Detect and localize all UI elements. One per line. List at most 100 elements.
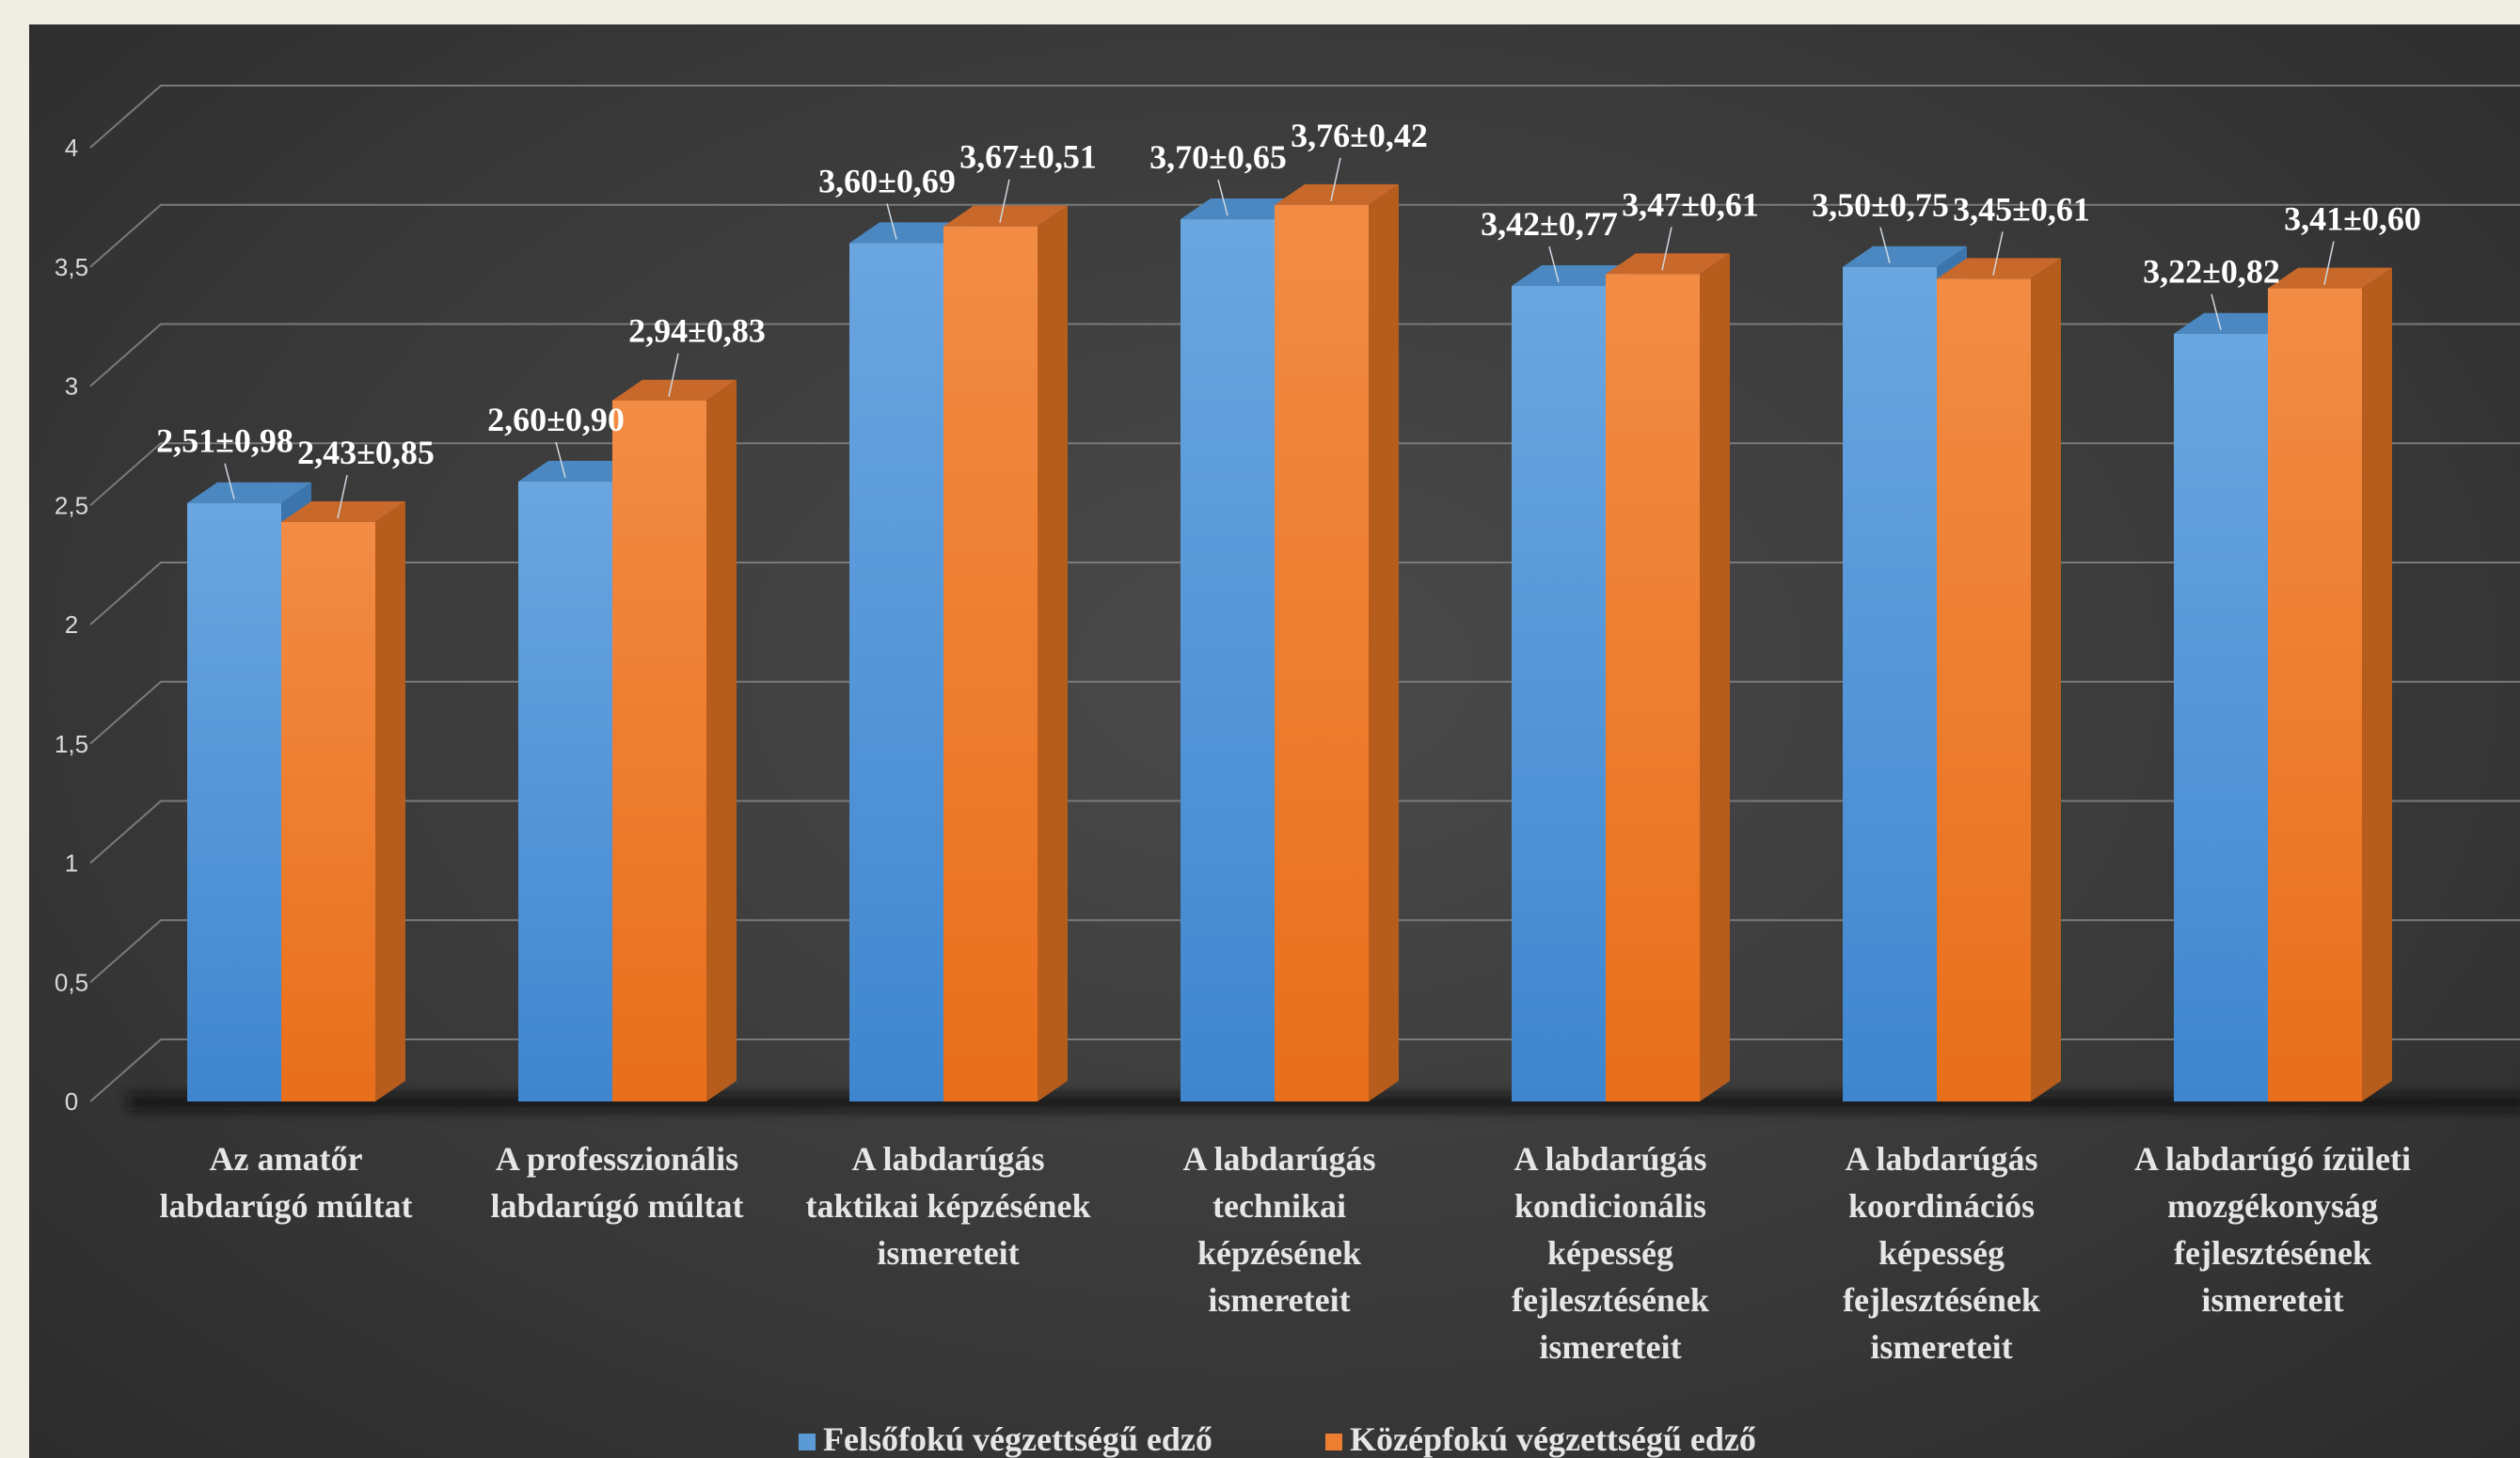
data-label: 2,94±0,83	[628, 312, 766, 350]
data-label: 3,70±0,65	[1149, 138, 1287, 176]
gridline	[89, 203, 2520, 268]
category-label: A professzionális labdarúgó múltat	[490, 1140, 743, 1225]
bar-top	[1843, 246, 1967, 267]
bar-kozepfoku-2	[612, 379, 737, 1102]
bar-side	[2362, 267, 2392, 1101]
bar-front	[849, 243, 943, 1101]
category-label: A labdarúgás kondicionális képesség fejlesz…	[1512, 1140, 1709, 1366]
gridline	[89, 1038, 2520, 1102]
bar-kozepfoku-1	[281, 500, 405, 1101]
bar-side	[2031, 258, 2061, 1101]
bar-side	[1369, 183, 1399, 1102]
gridline	[89, 442, 2520, 507]
data-label: 3,50±0,75	[1812, 186, 1949, 224]
y-tick-label: 3,5	[55, 253, 88, 281]
chart-panel: 0 0,5 1 1,5 2 2,5 3 3,5 4 2,51±0,98 2,43±0,85 2,60…	[29, 24, 2520, 1458]
data-label-leader	[337, 474, 348, 519]
bar-front	[1512, 286, 1606, 1101]
bar-front	[1606, 274, 1700, 1102]
data-label-leader	[2211, 293, 2222, 330]
data-label-leader	[1548, 246, 1560, 283]
y-tick-label: 1,5	[55, 730, 88, 758]
data-label-leader	[1330, 157, 1341, 201]
data-label: 2,51±0,98	[156, 422, 293, 460]
bar-front	[2268, 288, 2362, 1101]
y-tick-label: 0,5	[55, 968, 88, 996]
gridline	[89, 323, 2520, 388]
bar-top	[943, 205, 1068, 227]
bar-kozepfoku-4	[1275, 183, 1399, 1102]
bar-kozepfoku-7	[2268, 267, 2392, 1101]
data-label-leader	[1661, 227, 1672, 271]
bar-top	[1181, 198, 1305, 220]
bar-front	[518, 481, 612, 1101]
bar-kozepfoku-5	[1606, 253, 1730, 1102]
data-label: 3,42±0,77	[1481, 205, 1618, 243]
data-label: 3,41±0,60	[2284, 200, 2421, 238]
bar-top	[1512, 265, 1636, 287]
data-label-leader	[2323, 241, 2335, 285]
bar-top	[1937, 258, 2061, 279]
bar-kozepfoku-6	[1937, 258, 2061, 1101]
legend: Felsőfokú végzettségű edző Középfokú végz…	[799, 1420, 1756, 1458]
data-label: 3,60±0,69	[818, 162, 956, 199]
bar-front	[2174, 333, 2268, 1102]
gridline	[89, 562, 2520, 626]
legend-label: Felsőfokú végzettségű edző	[823, 1420, 1212, 1458]
data-label: 3,76±0,42	[1291, 117, 1428, 154]
bar-top	[1606, 253, 1730, 275]
legend-swatch	[799, 1434, 816, 1450]
bar-kozepfoku-3	[943, 205, 1068, 1101]
y-tick-label: 3	[65, 372, 78, 401]
data-label: 3,47±0,61	[1622, 185, 1759, 223]
bar-top	[2174, 312, 2298, 334]
data-label: 2,60±0,90	[487, 401, 625, 438]
bar-side	[1038, 205, 1068, 1101]
data-label: 3,45±0,61	[1953, 190, 2090, 228]
y-tick-label: 2	[65, 610, 78, 639]
gridline	[89, 800, 2520, 864]
data-label-leader	[886, 203, 897, 240]
y-tick-label: 4	[65, 134, 78, 162]
data-label-leader	[1879, 227, 1891, 263]
data-label-leader	[999, 179, 1010, 223]
legend-label: Középfokú végzettségű edző	[1350, 1420, 1756, 1458]
bar-front	[1181, 219, 1275, 1102]
data-label-leader	[555, 441, 566, 479]
category-label: Az amatőr labdarúgó múltat	[159, 1140, 412, 1225]
bar-top	[187, 482, 311, 503]
bar-front	[281, 521, 375, 1101]
data-label-leader	[668, 353, 679, 397]
y-tick-label: 2,5	[55, 491, 88, 519]
data-label: 3,22±0,82	[2143, 253, 2280, 291]
bar-front	[1843, 266, 1937, 1101]
bar-front	[187, 502, 281, 1101]
bar-top	[1275, 183, 1399, 205]
bar-front	[612, 400, 706, 1102]
data-label-leader	[1217, 179, 1228, 216]
bar-top	[518, 460, 642, 482]
bar-front	[1937, 278, 2031, 1101]
category-label: A labdarúgás taktikai képzésének ismeretei…	[805, 1140, 1090, 1272]
data-label-leader	[1992, 231, 2004, 276]
bar-top	[849, 222, 974, 244]
category-label: A labdarúgás technikai képzésének ismeretei…	[1182, 1140, 1375, 1319]
bar-side	[706, 379, 737, 1102]
legend-swatch	[1325, 1434, 1342, 1450]
bar-front	[1275, 204, 1369, 1102]
gridline	[89, 680, 2520, 745]
bar-top	[612, 379, 737, 401]
bar-chart: 0 0,5 1 1,5 2 2,5 3 3,5 4 2,51±0,98 2,43±0,85 2,60…	[55, 85, 2520, 1458]
category-label: A labdarúgó ízületi mozgékonyság fejleszté…	[2134, 1140, 2411, 1319]
bar-top	[281, 500, 405, 522]
category-label: A labdarúgás koordinációs képesség fejleszt…	[1843, 1140, 2040, 1366]
data-label-leader	[224, 463, 235, 499]
gridline	[89, 85, 2520, 149]
data-label: 3,67±0,51	[959, 138, 1097, 176]
y-tick-label: 0	[65, 1087, 78, 1116]
data-label: 2,43±0,85	[297, 434, 435, 471]
bar-top	[2268, 267, 2392, 289]
gridline	[89, 919, 2520, 984]
bar-side	[1700, 253, 1730, 1101]
bar-front	[943, 226, 1038, 1101]
